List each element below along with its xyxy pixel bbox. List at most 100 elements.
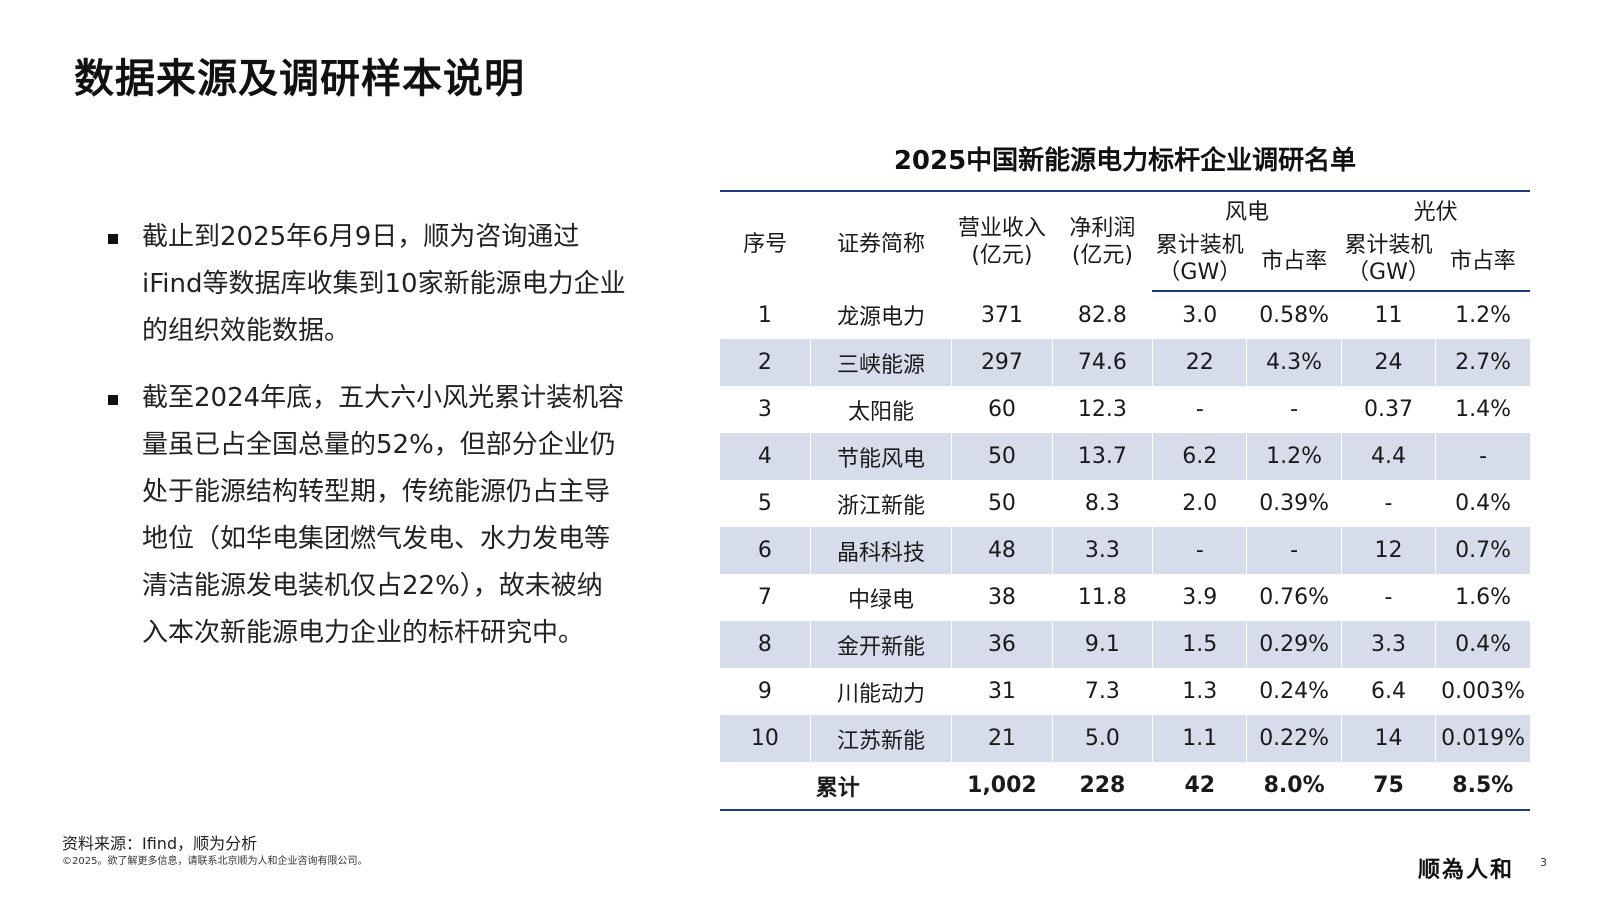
cell-wind-capacity: - (1152, 527, 1247, 574)
bullet-text: 截止到2025年6月9日，顺为咨询通过iFind等数据库收集到10家新能源电力企… (142, 222, 626, 346)
cell-solar-capacity: 14 (1340, 715, 1436, 762)
cell-profit: 13.7 (1051, 433, 1153, 480)
table-row: 10 江苏新能 21 5.0 1.1 0.22% 14 0.019% (720, 715, 1530, 762)
total-row: 累计 1,002 228 42 8.0% 75 8.5% (720, 762, 1530, 811)
cell-profit: 82.8 (1051, 291, 1153, 339)
cell-wind-capacity: 2.0 (1152, 480, 1247, 527)
company-logo: 顺為人和 (1418, 857, 1515, 883)
cell-solar-capacity: - (1340, 574, 1436, 621)
cell-revenue: 50 (951, 433, 1053, 480)
cell-wind-capacity: 1.3 (1152, 668, 1247, 715)
cell-index: 3 (757, 397, 772, 422)
cell-wind-capacity: 22 (1152, 339, 1247, 386)
cell-profit: 8.3 (1051, 480, 1153, 527)
cell-index: 2 (720, 339, 811, 386)
cell-wind-capacity: 3.9 (1152, 574, 1247, 621)
cell-name: 金开新能 (809, 621, 952, 668)
bullet-item: 截至2024年底，五大六小风光累计装机容量虽已占全国总量的52%，但部分企业仍处… (108, 375, 628, 657)
cell-profit: 7.3 (1051, 668, 1153, 715)
cell-revenue: 48 (951, 527, 1053, 574)
cell-wind-share: 0.39% (1246, 480, 1342, 527)
cell-profit: 5.0 (1051, 715, 1153, 762)
cell-revenue: 371 (951, 291, 1053, 339)
cell-index: 9 (757, 679, 772, 704)
cell-solar-share: 0.4% (1435, 621, 1530, 668)
page-title: 数据来源及调研样本说明 (74, 56, 525, 102)
total-cell-profit: 228 (1052, 762, 1153, 811)
cell-solar-capacity: 0.37 (1340, 386, 1436, 433)
cell-revenue: 60 (951, 386, 1053, 433)
cell-name: 浙江新能 (809, 480, 952, 527)
company-table: 序号 证券简称 营业收入 (亿元) 净利润 (亿元) 风电 光伏 累计装机 （G… (720, 190, 1530, 811)
bullet-square-icon (108, 395, 118, 405)
cell-wind-capacity: 3.0 (1152, 291, 1247, 339)
cell-revenue: 38 (951, 574, 1053, 621)
cell-index: 10 (720, 715, 811, 762)
cell-profit: 74.6 (1051, 339, 1153, 386)
total-label: 累计 (720, 762, 952, 811)
cell-solar-capacity: 24 (1340, 339, 1436, 386)
page-number: 3 (1540, 856, 1547, 869)
cell-solar-capacity: 3.3 (1340, 621, 1436, 668)
cell-name: 中绿电 (809, 574, 952, 621)
cell-name: 节能风电 (809, 433, 952, 480)
cell-wind-share: - (1246, 527, 1342, 574)
cell-index: 8 (720, 621, 811, 668)
header-revenue: 营业收入 (亿元) (951, 190, 1053, 291)
cell-index: 6 (720, 527, 811, 574)
cell-name: 龙源电力 (809, 291, 952, 339)
header-wind: 风电 (1152, 190, 1342, 228)
cell-solar-share: 1.2% (1435, 291, 1530, 339)
cell-wind-share: 0.76% (1246, 574, 1342, 621)
cell-wind-share: 0.29% (1246, 621, 1342, 668)
header-name: 证券简称 (810, 190, 952, 291)
cell-solar-capacity: 4.4 (1340, 433, 1436, 480)
cell-solar-share: 2.7% (1435, 339, 1530, 386)
cell-wind-capacity: 1.1 (1152, 715, 1247, 762)
cell-solar-share: 0.4% (1435, 480, 1530, 527)
cell-revenue: 36 (951, 621, 1053, 668)
cell-revenue: 50 (951, 480, 1053, 527)
cell-wind-share: 1.2% (1246, 433, 1342, 480)
cell-revenue: 21 (951, 715, 1053, 762)
bullet-item: 截止到2025年6月9日，顺为咨询通过iFind等数据库收集到10家新能源电力企… (108, 214, 628, 355)
cell-solar-share: 1.4% (1435, 386, 1530, 433)
header-profit: 净利润 (亿元) (1052, 190, 1153, 291)
cell-solar-capacity: 11 (1340, 291, 1436, 339)
header-solar-share: 市占率 (1435, 228, 1530, 292)
bullet-text: 截至2024年底，五大六小风光累计装机容量虽已占全国总量的52%，但部分企业仍处… (142, 383, 625, 648)
cell-solar-share: 1.6% (1435, 574, 1530, 621)
cell-solar-capacity: 12 (1340, 527, 1436, 574)
table-row: 1 龙源电力 371 82.8 3.0 0.58% 11 1.2% (720, 291, 1530, 339)
cell-wind-share: 0.24% (1246, 668, 1342, 715)
total-cell-revenue: 1,002 (951, 762, 1053, 811)
table-row: 5 浙江新能 50 8.3 2.0 0.39% -0.4% (720, 480, 1530, 527)
cell-index: 1 (757, 302, 772, 328)
cell-profit: 12.3 (1051, 386, 1153, 433)
header-solar: 光伏 (1341, 190, 1530, 228)
cell-solar-capacity: - (1340, 480, 1436, 527)
cell-index: 7 (757, 585, 772, 610)
header-solar-capacity: 累计装机 （GW） (1341, 228, 1436, 292)
table-row: 9 川能动力 31 7.3 1.3 0.24% 6.4 0.003% (720, 668, 1530, 715)
table-title: 2025中国新能源电力标杆企业调研名单 (893, 146, 1357, 176)
cell-wind-share: 0.58% (1246, 291, 1342, 339)
cell-index: 4 (720, 433, 811, 480)
header-wind-share: 市占率 (1246, 228, 1342, 292)
header-index: 序号 (720, 190, 811, 291)
cell-index: 5 (757, 491, 772, 516)
cell-profit: 3.3 (1051, 527, 1153, 574)
cell-solar-share: 0.003% (1435, 668, 1530, 715)
table-row: 2 三峡能源 297 74.6 22 4.3% 24 2.7% (720, 339, 1530, 386)
total-cell-solar-share: 8.5% (1435, 762, 1530, 811)
source-note: 资料来源：Ifind，顺为分析 (62, 834, 258, 853)
total-cell-wind-share: 8.0% (1246, 762, 1342, 811)
total-cell-solar-capacity: 75 (1341, 762, 1436, 811)
table-row: 6 晶科科技 48 3.3- -12 0.7% (720, 527, 1530, 574)
copyright-note: ©2025。欲了解更多信息，请联系北京顺为人和企业咨询有限公司。 (62, 856, 368, 867)
cell-wind-capacity: 1.5 (1152, 621, 1247, 668)
cell-solar-capacity: 6.4 (1340, 668, 1436, 715)
table-row: 7 中绿电 38 11.8 3.9 0.76% -1.6% (720, 574, 1530, 621)
cell-name: 晶科科技 (809, 527, 952, 574)
cell-name: 江苏新能 (809, 715, 952, 762)
